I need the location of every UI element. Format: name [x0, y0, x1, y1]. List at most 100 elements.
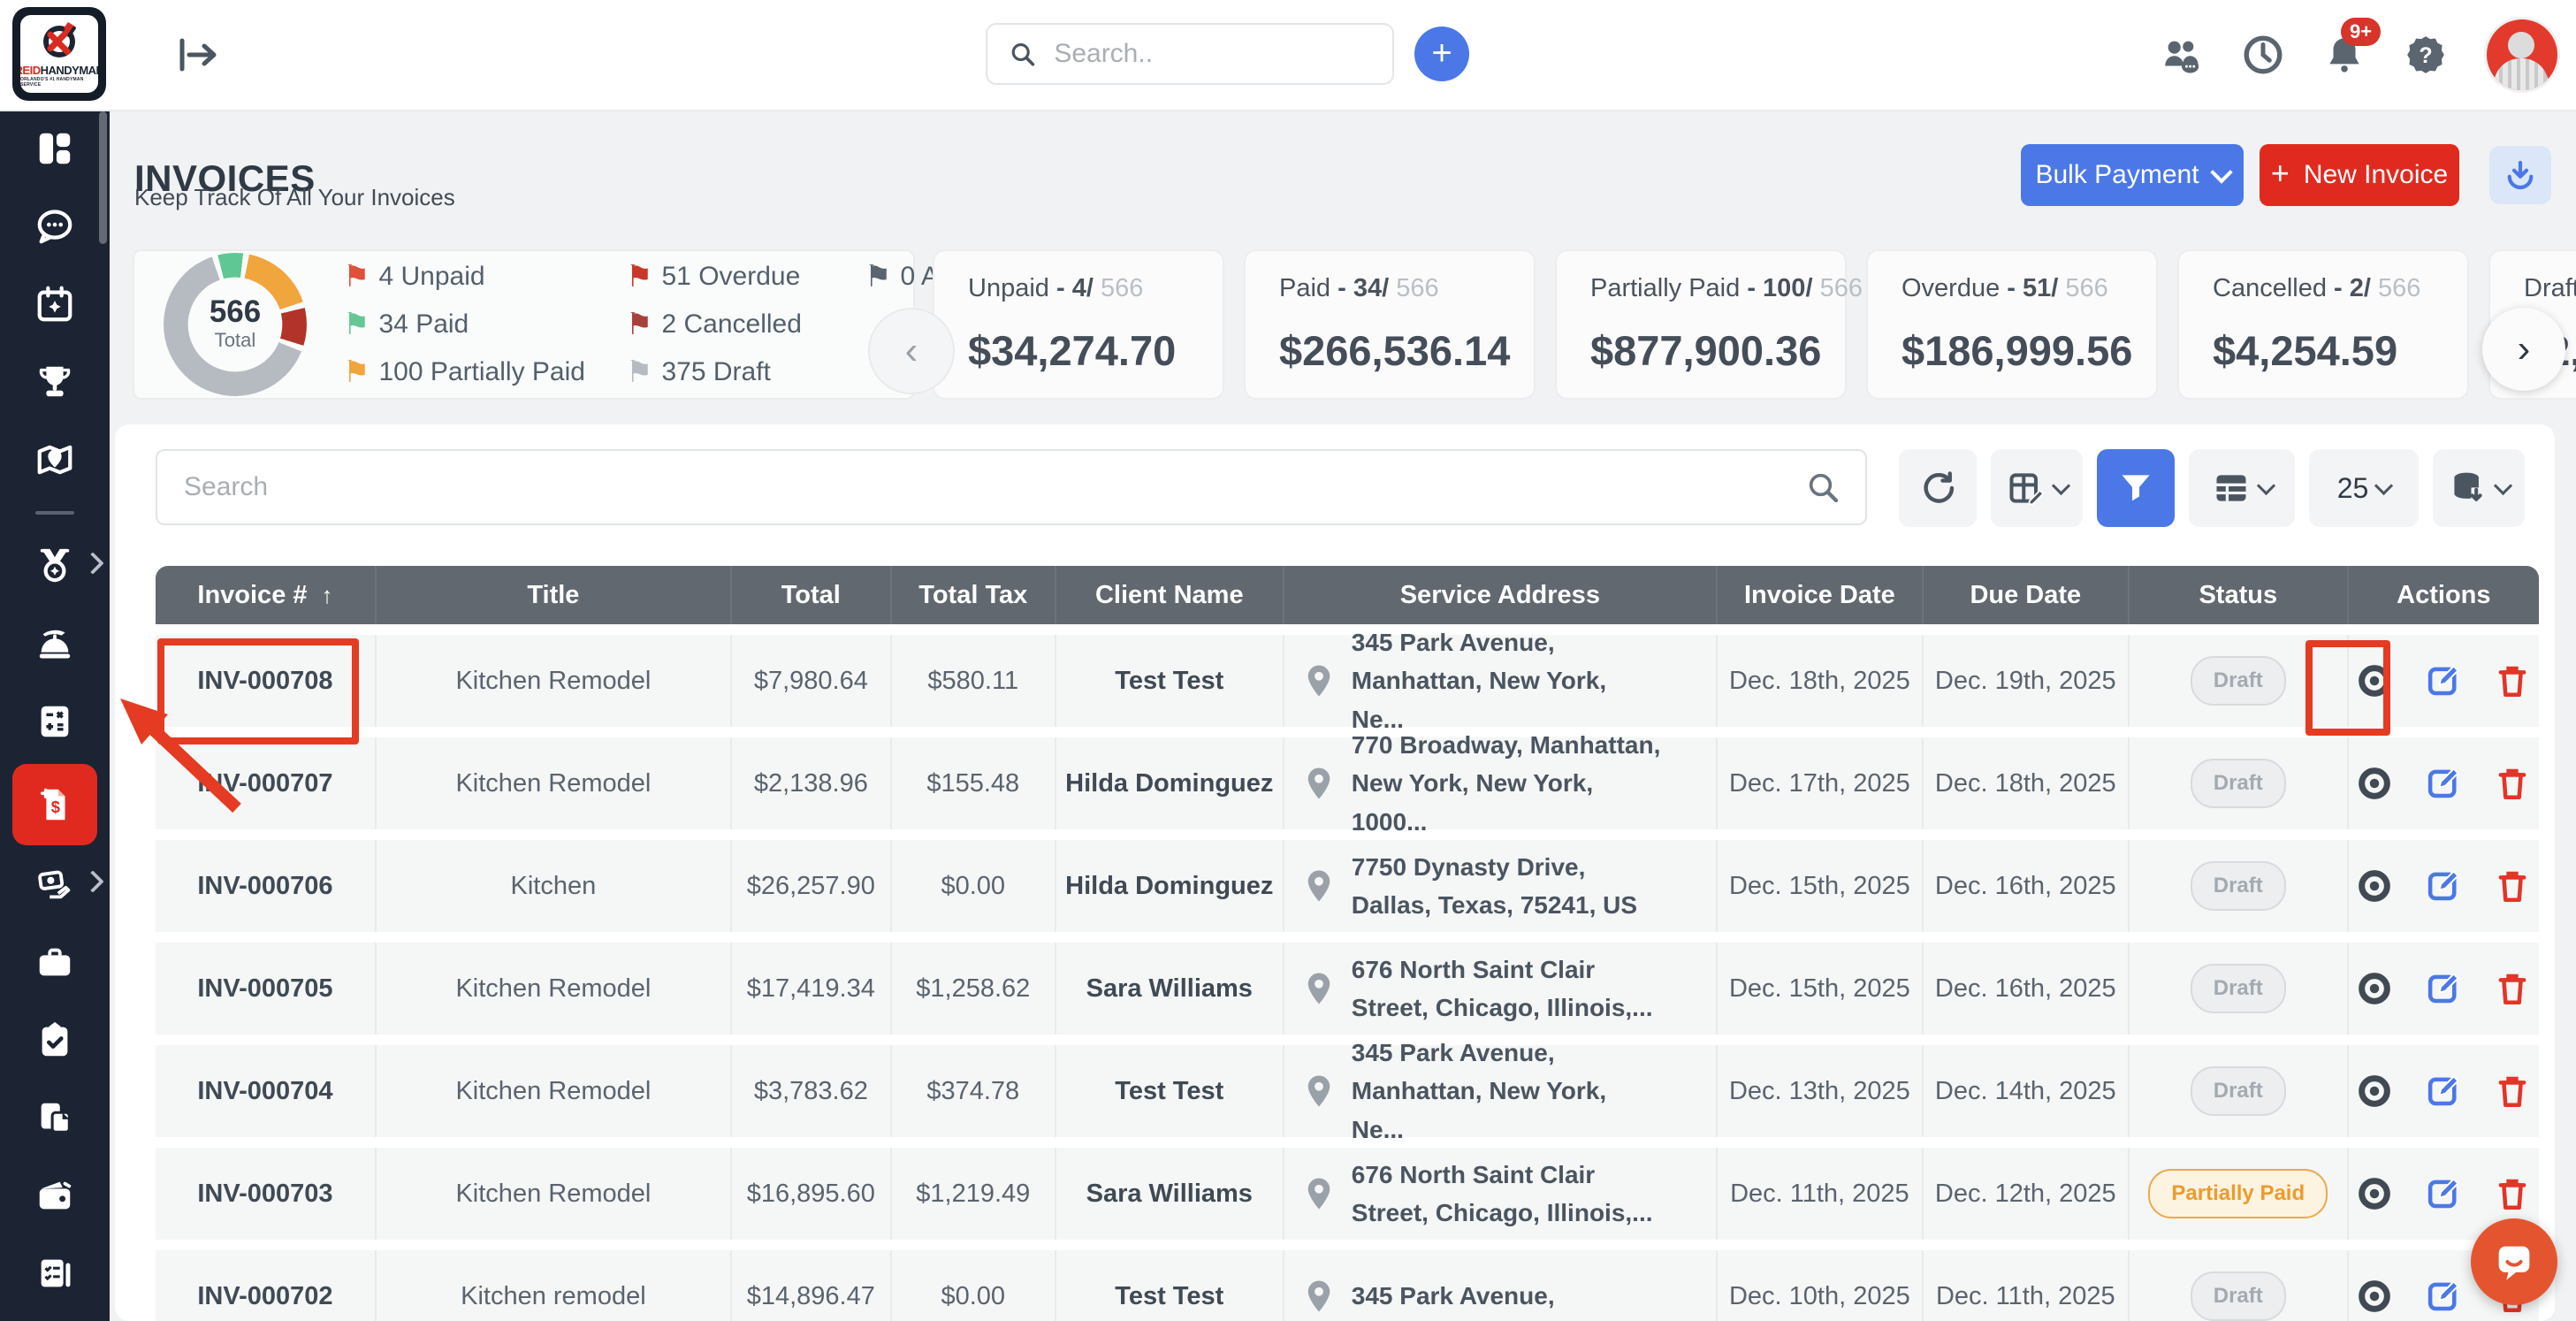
delete-invoice-icon[interactable] — [2494, 765, 2531, 802]
edit-invoice-icon[interactable] — [2425, 662, 2462, 699]
edit-invoice-icon[interactable] — [2425, 970, 2462, 1007]
location-pin-icon — [1307, 1280, 1330, 1312]
sidebar-item-estimates[interactable] — [0, 683, 110, 760]
legend-item-overdue: ⚑ 51 Overdue — [626, 260, 801, 294]
sidebar-item-calendar[interactable] — [0, 265, 110, 343]
export-data-button[interactable] — [2433, 449, 2525, 527]
column-header-total-tax[interactable]: Total Tax — [892, 566, 1056, 624]
help-icon[interactable]: ? — [2403, 32, 2449, 78]
invoice-number[interactable]: INV-000706 — [156, 840, 377, 932]
sidebar-item-services[interactable] — [0, 605, 110, 683]
submenu-chevron-icon — [81, 552, 104, 575]
sidebar-scrollbar[interactable] — [99, 111, 107, 244]
invoice-number[interactable]: INV-000703 — [156, 1148, 377, 1240]
column-header-actions: Actions — [2397, 580, 2491, 609]
search-icon — [1011, 42, 1035, 66]
table-row[interactable]: INV-000702 Kitchen remodel $14,896.47 $0… — [156, 1250, 2539, 1321]
filter-button[interactable] — [2097, 449, 2175, 527]
view-invoice-icon[interactable] — [2356, 662, 2393, 699]
team-chat-icon[interactable] — [2159, 32, 2205, 78]
sidebar-item-invoices[interactable]: $ — [12, 764, 97, 845]
table-edit-columns-button[interactable] — [1991, 449, 2083, 527]
status-badge: Draft — [2190, 1271, 2286, 1321]
edit-invoice-icon[interactable] — [2425, 1278, 2462, 1315]
view-invoice-icon[interactable] — [2356, 1278, 2393, 1315]
invoice-number[interactable]: INV-000702 — [156, 1250, 377, 1321]
edit-invoice-icon[interactable] — [2425, 1073, 2462, 1110]
sidebar-item-tasks[interactable] — [0, 1001, 110, 1079]
actions-cell — [2349, 737, 2539, 829]
table-view-button[interactable] — [2189, 449, 2295, 527]
delete-invoice-icon[interactable] — [2494, 970, 2531, 1007]
download-invoices-button[interactable] — [2489, 146, 2551, 204]
invoice-number[interactable]: INV-000707 — [156, 737, 377, 829]
column-header-title[interactable]: Title — [377, 566, 732, 624]
status-badge: Draft — [2190, 1066, 2286, 1116]
invoice-number[interactable]: INV-000708 — [156, 635, 377, 727]
bulk-payment-button[interactable]: Bulk Payment — [2021, 144, 2244, 206]
live-chat-button[interactable] — [2471, 1218, 2557, 1305]
service-address: 345 Park Avenue, Manhattan, New York, Ne… — [1284, 629, 1718, 733]
view-invoice-icon[interactable] — [2356, 970, 2393, 1007]
delete-invoice-icon[interactable] — [2494, 867, 2531, 905]
edit-invoice-icon[interactable] — [2425, 1175, 2462, 1212]
column-header-address[interactable]: Service Address — [1284, 566, 1718, 624]
sidebar-expand-icon[interactable] — [175, 34, 221, 76]
logo-tools-icon — [43, 22, 76, 57]
column-header-client[interactable]: Client Name — [1056, 566, 1284, 624]
sidebar-item-forms[interactable] — [0, 1234, 110, 1312]
table-row[interactable]: INV-000703 Kitchen Remodel $16,895.60 $1… — [156, 1148, 2539, 1240]
sidebar-item-jobs[interactable] — [0, 923, 110, 1001]
carousel-left-button[interactable]: ‹ — [868, 308, 955, 394]
quick-add-button[interactable]: + — [1414, 27, 1469, 81]
page-size-select[interactable]: 25 — [2309, 449, 2419, 527]
column-header-total[interactable]: Total — [732, 566, 892, 624]
table-row[interactable]: INV-000704 Kitchen Remodel $3,783.62 $37… — [156, 1039, 2539, 1143]
view-invoice-icon[interactable] — [2356, 1175, 2393, 1212]
table-row[interactable]: INV-000708 Kitchen Remodel $7,980.64 $58… — [156, 629, 2539, 733]
delete-invoice-icon[interactable] — [2494, 1073, 2531, 1110]
invoice-stats-strip: 566 Total ⚑ 4 Unpaid ⚑ 34 Paid ⚑ 100 Partia… — [110, 249, 2576, 400]
refresh-button[interactable] — [1899, 449, 1977, 527]
delete-invoice-icon[interactable] — [2494, 662, 2531, 699]
new-invoice-button[interactable]: + New Invoice — [2260, 144, 2459, 206]
sidebar-item-dashboard[interactable] — [0, 110, 110, 187]
sidebar-item-documents[interactable] — [0, 1079, 110, 1157]
view-invoice-icon[interactable] — [2356, 867, 2393, 905]
stat-amount: $4,254.59 — [2213, 327, 2398, 374]
status-cell: Draft — [2130, 737, 2349, 829]
delete-invoice-icon[interactable] — [2494, 1175, 2531, 1212]
status-cell: Draft — [2130, 1045, 2349, 1137]
column-header-due-date[interactable]: Due Date — [1924, 566, 2130, 624]
edit-invoice-icon[interactable] — [2425, 867, 2462, 905]
invoice-number[interactable]: INV-000705 — [156, 943, 377, 1035]
history-clock-icon[interactable] — [2240, 32, 2286, 78]
invoice-number[interactable]: INV-000704 — [156, 1045, 377, 1137]
table-row[interactable]: INV-000707 Kitchen Remodel $2,138.96 $15… — [156, 731, 2539, 836]
carousel-right-button[interactable]: › — [2482, 308, 2565, 391]
table-row[interactable]: INV-000706 Kitchen $26,257.90 $0.00 Hild… — [156, 840, 2539, 932]
table-row[interactable]: INV-000705 Kitchen Remodel $17,419.34 $1… — [156, 943, 2539, 1035]
client-name: Test Test — [1056, 1250, 1284, 1321]
column-header-invoice-date[interactable]: Invoice Date — [1718, 566, 1924, 624]
sidebar-item-messages[interactable] — [0, 187, 110, 265]
sidebar-item-payments[interactable] — [0, 845, 110, 923]
table-search-input[interactable] — [182, 471, 1805, 503]
sidebar-item-achievements[interactable] — [0, 343, 110, 421]
global-search-input[interactable] — [1052, 38, 1371, 70]
sidebar-item-rewards[interactable] — [0, 527, 110, 605]
view-invoice-icon[interactable] — [2356, 1073, 2393, 1110]
notifications-bell-icon[interactable]: 9+ — [2321, 18, 2382, 78]
column-header-status[interactable]: Status — [2130, 566, 2349, 624]
sidebar-item-expenses[interactable] — [0, 1157, 110, 1234]
column-header-invoice[interactable]: Invoice # ↑ — [156, 566, 377, 624]
company-logo[interactable]: REIDHANDYMAN ORLANDO'S #1 HANDYMAN SERVI… — [12, 7, 106, 101]
due-date: Dec. 11th, 2025 — [1924, 1250, 2130, 1321]
user-avatar[interactable] — [2484, 17, 2560, 93]
due-date: Dec. 19th, 2025 — [1924, 635, 2130, 727]
invoice-total: $14,896.47 — [732, 1250, 892, 1321]
edit-invoice-icon[interactable] — [2425, 765, 2462, 802]
view-invoice-icon[interactable] — [2356, 765, 2393, 802]
chat-smile-icon — [2498, 1246, 2530, 1280]
sidebar-item-map[interactable] — [0, 421, 110, 499]
